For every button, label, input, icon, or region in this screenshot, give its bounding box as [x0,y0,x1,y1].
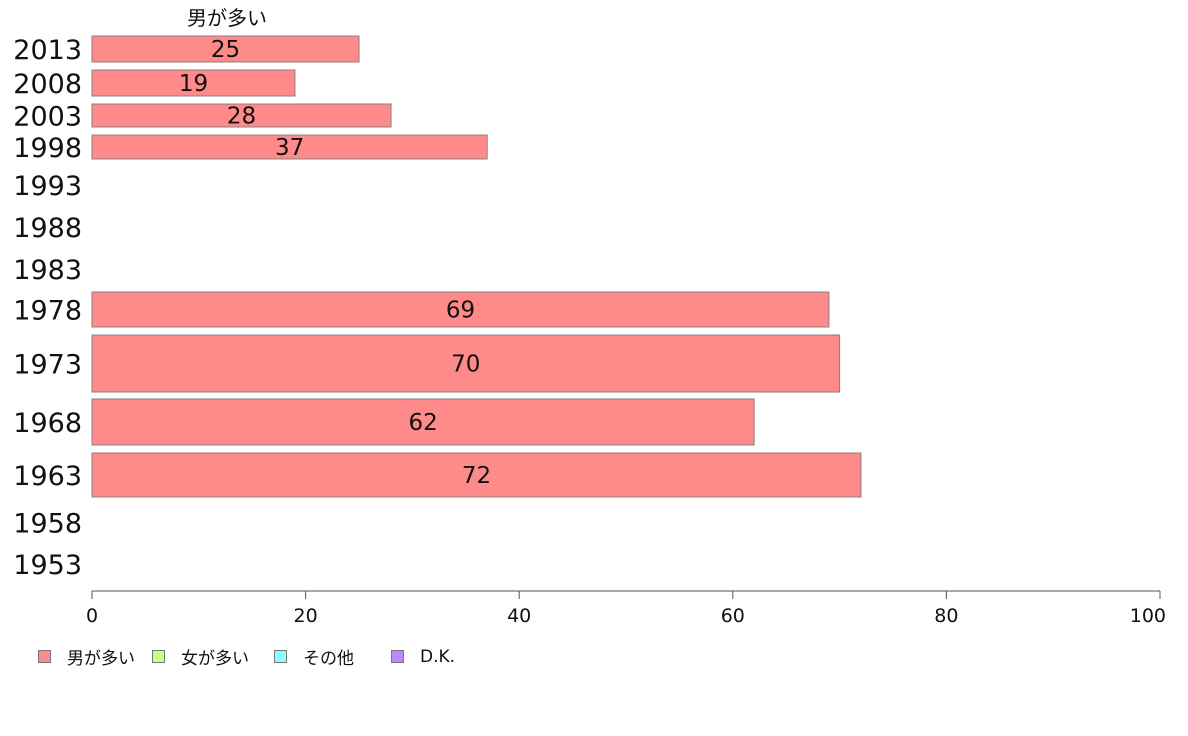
category-label: 1968 [13,408,82,439]
category-label: 1953 [13,550,82,581]
legend-label: 男が多い [67,649,135,669]
data-label: 72 [462,463,491,489]
category-label: 2013 [13,35,82,66]
category-label: 1978 [13,296,82,327]
legend-item: 女が多い [152,644,249,669]
legend-swatch [274,650,287,663]
x-tick-label: 0 [86,605,98,627]
category-label: 1988 [13,213,82,244]
bar [91,134,488,160]
bar [91,452,862,498]
legend: 男が多い 女が多い その他 D.K. [38,644,455,669]
x-axis: 0 20 40 60 80 100 [86,590,1166,627]
legend-label: 女が多い [181,649,249,669]
bar [91,103,392,128]
legend-item: その他 [274,644,354,669]
x-tick-label: 80 [934,605,958,627]
x-tick-label: 60 [721,605,745,627]
category-label: 1973 [13,350,82,381]
legend-item: 男が多い [38,644,135,669]
data-label: 25 [211,37,240,63]
legend-swatch [391,650,404,663]
data-label: 62 [408,410,437,436]
data-label: 70 [451,352,480,378]
x-tick-label: 40 [507,605,531,627]
legend-swatch [38,650,51,663]
legend-label: その他 [303,649,354,669]
data-label: 37 [275,135,304,161]
series-header-label: 男が多い [187,6,267,30]
bar [91,334,841,393]
bar [91,291,830,328]
category-label: 1993 [13,171,82,202]
category-label: 1963 [13,461,82,492]
category-label: 2008 [13,69,82,100]
category-label: 2003 [13,102,82,133]
bar [91,35,360,63]
bar [91,398,755,446]
bars-layer [91,35,862,498]
bar [91,69,296,97]
legend-label: D.K. [420,646,456,667]
legend-item: D.K. [391,647,455,667]
data-label: 19 [179,71,208,97]
legend-swatch [152,650,165,663]
category-label: 1958 [13,509,82,540]
data-label: 69 [446,298,475,324]
data-label: 28 [227,104,256,130]
category-label: 1983 [13,255,82,286]
category-label: 1998 [13,133,82,164]
x-tick-label: 20 [294,605,318,627]
x-tick-label: 100 [1130,605,1166,627]
